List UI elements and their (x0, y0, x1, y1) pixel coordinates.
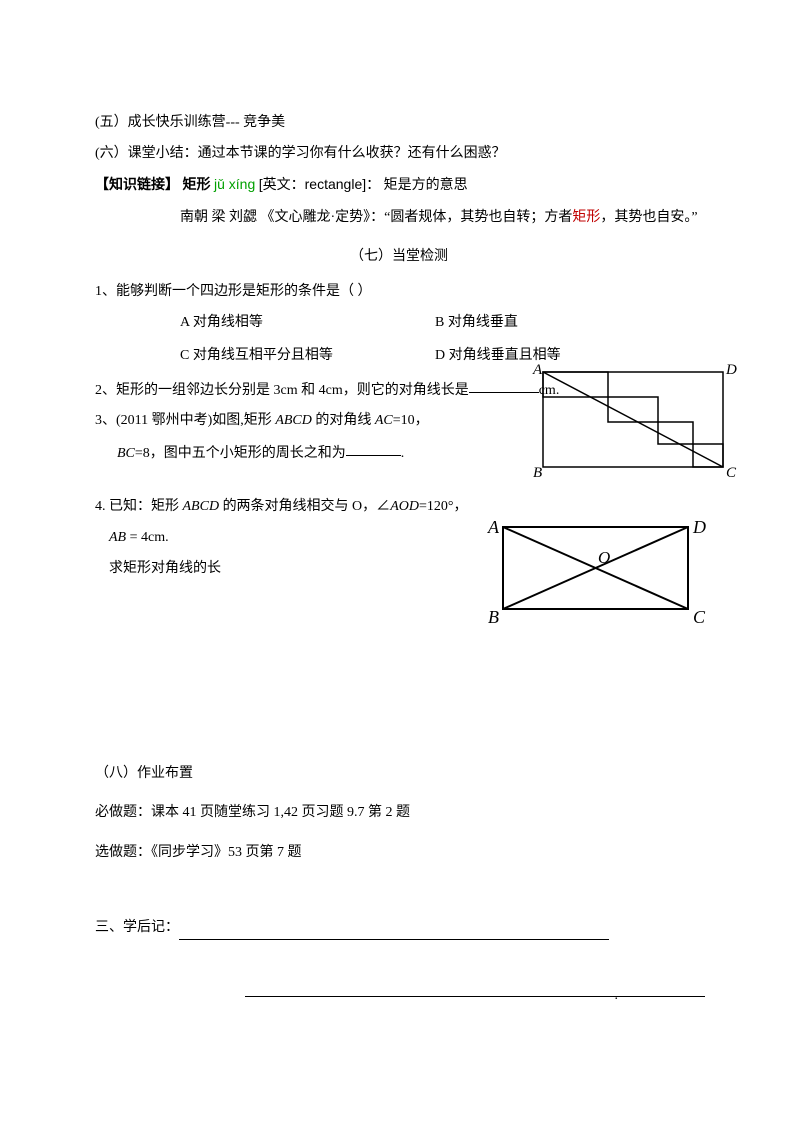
knowledge-label: 【知识链接】 (95, 178, 179, 193)
knowledge-link: 【知识链接】 矩形 jǔ xíng [英文：rectangle]： 矩是方的意思 (95, 172, 703, 198)
after-notes-blank1 (179, 923, 609, 940)
quote-prefix: 南朝 梁 刘勰 《文心雕龙·定势》：“圆者规体，其势也自转；方者 (180, 210, 572, 225)
q3-l1-ac: AC (375, 413, 393, 428)
q2-pre: 2、矩形的一组邻边长分别是 3cm 和 4cm，则它的对角线长是 (95, 382, 469, 397)
q4-l1c: =120°， (419, 499, 468, 514)
knowledge-pinyin: jǔ xíng (214, 176, 255, 192)
q3-label-a: A (532, 362, 543, 378)
q3-label-b: B (533, 465, 542, 481)
q1-option-c: C 对角线互相平分且相等 (95, 343, 435, 368)
q3-l2b: =8，图中五个小矩形的周长之和为 (135, 445, 346, 460)
q4-label-b: B (488, 607, 499, 627)
q4-l1b: 的两条对角线相交与 O，∠ (219, 499, 390, 514)
q3-l2c: . (401, 445, 405, 460)
section-5-heading: (五）成长快乐训练营--- 竞争美 (95, 110, 703, 135)
q3-blank (346, 440, 401, 457)
q4-label-o: O (598, 548, 610, 567)
q1-option-a: A 对角线相等 (95, 310, 435, 335)
q4-l2b: = 4cm. (126, 530, 169, 545)
quote-line: 南朝 梁 刘勰 《文心雕龙·定势》：“圆者规体，其势也自转；方者矩形，其势也自安… (95, 205, 703, 230)
q4-label-d: D (692, 517, 706, 537)
q3-figure: A D B C (528, 362, 738, 491)
q3-l2a: BC (117, 445, 135, 460)
knowledge-term: 矩形 (183, 178, 211, 193)
quote-red: 矩形 (572, 210, 600, 225)
q3-l1c: =10， (393, 413, 429, 428)
knowledge-eng-word: rectangle (305, 176, 363, 192)
q4-label-c: C (693, 607, 706, 627)
section-8-heading: （八）作业布置 (95, 761, 703, 786)
q4-figure-svg: A D B C O (483, 515, 713, 630)
q3-label-c: C (726, 465, 737, 481)
q4-l1-aod: AOD (390, 499, 419, 514)
q1-stem: 1、能够判断一个四边形是矩形的条件是（ ） (95, 279, 703, 304)
knowledge-eng-close: ]： (362, 176, 380, 192)
q1-option-b: B 对角线垂直 (435, 310, 518, 335)
homework-required: 必做题：课本 41 页随堂练习 1,42 页习题 9.7 第 2 题 (95, 800, 703, 825)
section-6-heading: (六）课堂小结：通过本节课的学习你有什么收获？还有什么困惑？ (95, 141, 703, 166)
section-7-heading: （七）当堂检测 (95, 244, 703, 269)
q4-l2a: AB (109, 530, 126, 545)
q4-l1a: 4. 已知：矩形 (95, 499, 183, 514)
q4-figure: A D B C O (483, 515, 713, 639)
q4-l1-abcd: ABCD (183, 499, 220, 514)
after-notes-label: 三、学后记： (95, 920, 179, 935)
after-notes: 三、学后记： (95, 915, 703, 940)
homework-optional: 选做题：《同步学习》53 页第 7 题 (95, 840, 703, 865)
q1-options-row1: A 对角线相等 B 对角线垂直 (95, 310, 703, 335)
knowledge-eng-open: [英文： (259, 176, 305, 192)
quote-suffix: ，其势也自安。” (600, 210, 697, 225)
q3-l1-abcd: ABCD (275, 413, 312, 428)
q3-label-d: D (725, 362, 737, 378)
knowledge-meaning: 矩是方的意思 (384, 178, 468, 193)
q4-label-a: A (487, 517, 500, 537)
trailing-period: . (95, 983, 703, 1008)
q3-figure-svg: A D B C (528, 362, 738, 482)
q3-l1a: 3、(2011 鄂州中考)如图,矩形 (95, 413, 275, 428)
q3-l1b: 的对角线 (312, 413, 375, 428)
